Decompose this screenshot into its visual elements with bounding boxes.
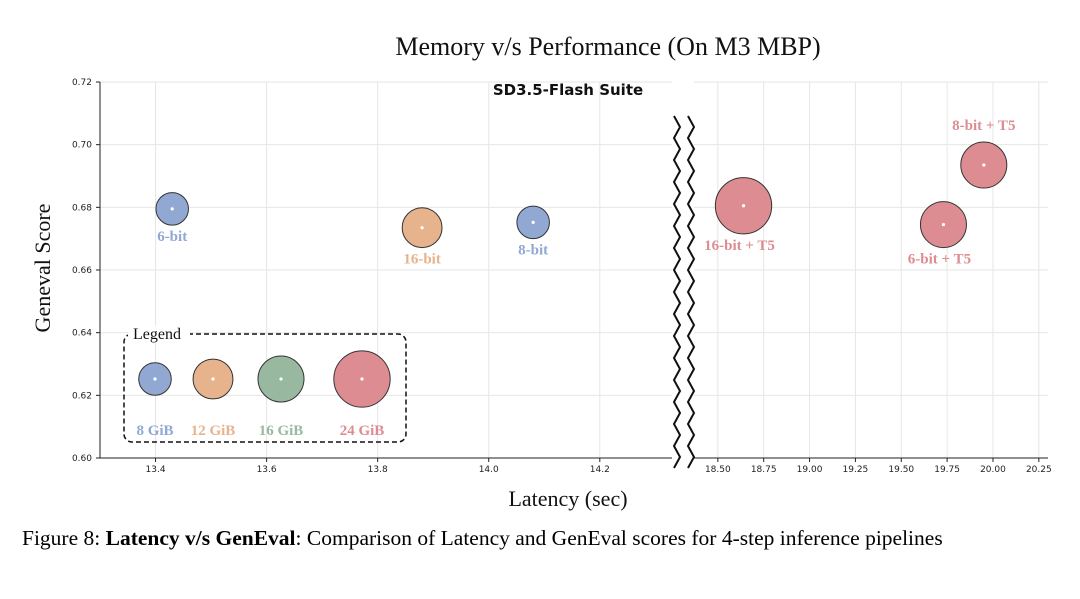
bubble-center: [741, 204, 746, 208]
point-label: 16-bit + T5: [704, 238, 775, 254]
legend-label-16gib: 16 GiB: [259, 423, 304, 439]
bubble-center: [531, 220, 535, 224]
legend-label-24gib: 24 GiB: [340, 423, 385, 439]
point-label: 6-bit + T5: [908, 252, 971, 268]
caption-bold: Latency v/s GenEval: [105, 526, 296, 550]
legend-bubble-center: [153, 377, 157, 381]
axis-break-zigzag-right: [686, 115, 696, 469]
point-label: 8-bit + T5: [952, 118, 1015, 134]
x-tick-label-left: 14.2: [590, 465, 610, 475]
legend-box: [123, 333, 407, 443]
y-tick-label: 0.68: [72, 203, 92, 213]
legend-bubble-center: [279, 377, 283, 381]
legend-bubble-center: [211, 377, 215, 381]
caption-rest: : Comparison of Latency and GenEval scor…: [295, 526, 943, 550]
point-label: 16-bit: [403, 252, 441, 268]
bubble-center: [982, 163, 986, 167]
axis-break: [672, 115, 696, 469]
y-axis-label: Geneval Score: [30, 204, 55, 333]
axis-break-zigzag-left: [672, 115, 682, 469]
x-tick-label-left: 13.6: [257, 465, 277, 475]
legend-title: Legend: [133, 326, 181, 343]
x-tick-label-right: 18.50: [705, 465, 731, 475]
x-axis-label: Latency (sec): [508, 486, 627, 511]
x-tick-label-right: 19.25: [843, 465, 869, 475]
legend: Legend 8 GiB 12 GiB 16 GiB 24 GiB: [123, 326, 407, 443]
y-tick-label: 0.62: [72, 391, 92, 401]
x-tick-label-right: 19.00: [797, 465, 823, 475]
legend-label-8gib: 8 GiB: [136, 423, 173, 439]
x-tick-label-left: 13.8: [368, 465, 388, 475]
x-tick-label-right: 18.75: [751, 465, 777, 475]
legend-label-12gib: 12 GiB: [191, 423, 236, 439]
x-tick-label-right: 20.25: [1026, 465, 1052, 475]
bubble-center: [420, 226, 424, 230]
bubble-center: [941, 222, 946, 227]
point-label: 8-bit: [518, 243, 548, 259]
legend-bubble-center: [360, 377, 364, 381]
x-tick-label-right: 19.75: [934, 465, 960, 475]
y-tick-label: 0.66: [72, 266, 92, 276]
grid-layer: [100, 81, 1048, 459]
x-tick-label-right: 19.50: [888, 465, 914, 475]
y-tick-label: 0.64: [72, 329, 92, 339]
figure-title: Memory v/s Performance (On M3 MBP): [395, 32, 820, 61]
x-tick-label-right: 20.00: [980, 465, 1006, 475]
point-label: 6-bit: [157, 229, 187, 245]
figure-caption: Figure 8: Latency v/s GenEval: Compariso…: [22, 526, 1062, 551]
bubble-center: [170, 207, 174, 211]
chart-subtitle: SD3.5-Flash Suite: [493, 81, 643, 99]
y-tick-label: 0.60: [72, 454, 92, 464]
x-tick-label-left: 13.4: [146, 465, 166, 475]
legend-title-bg: [128, 326, 190, 342]
y-tick-label: 0.70: [72, 141, 92, 151]
caption-prefix: Figure 8:: [22, 526, 106, 550]
axes-layer: 0.60 0.62 0.64 0.66 0.68 0.70 0.72 13.4 13.6 13.8…: [72, 78, 1052, 475]
data-points: 6-bit 16-bit 8-bit 16-bit + T5 6-bit + T5 8-b…: [155, 118, 1015, 268]
x-tick-label-left: 14.0: [479, 465, 499, 475]
figure: Memory v/s Performance (On M3 MBP) SD3.5…: [30, 32, 1052, 511]
y-tick-label: 0.72: [72, 78, 92, 88]
